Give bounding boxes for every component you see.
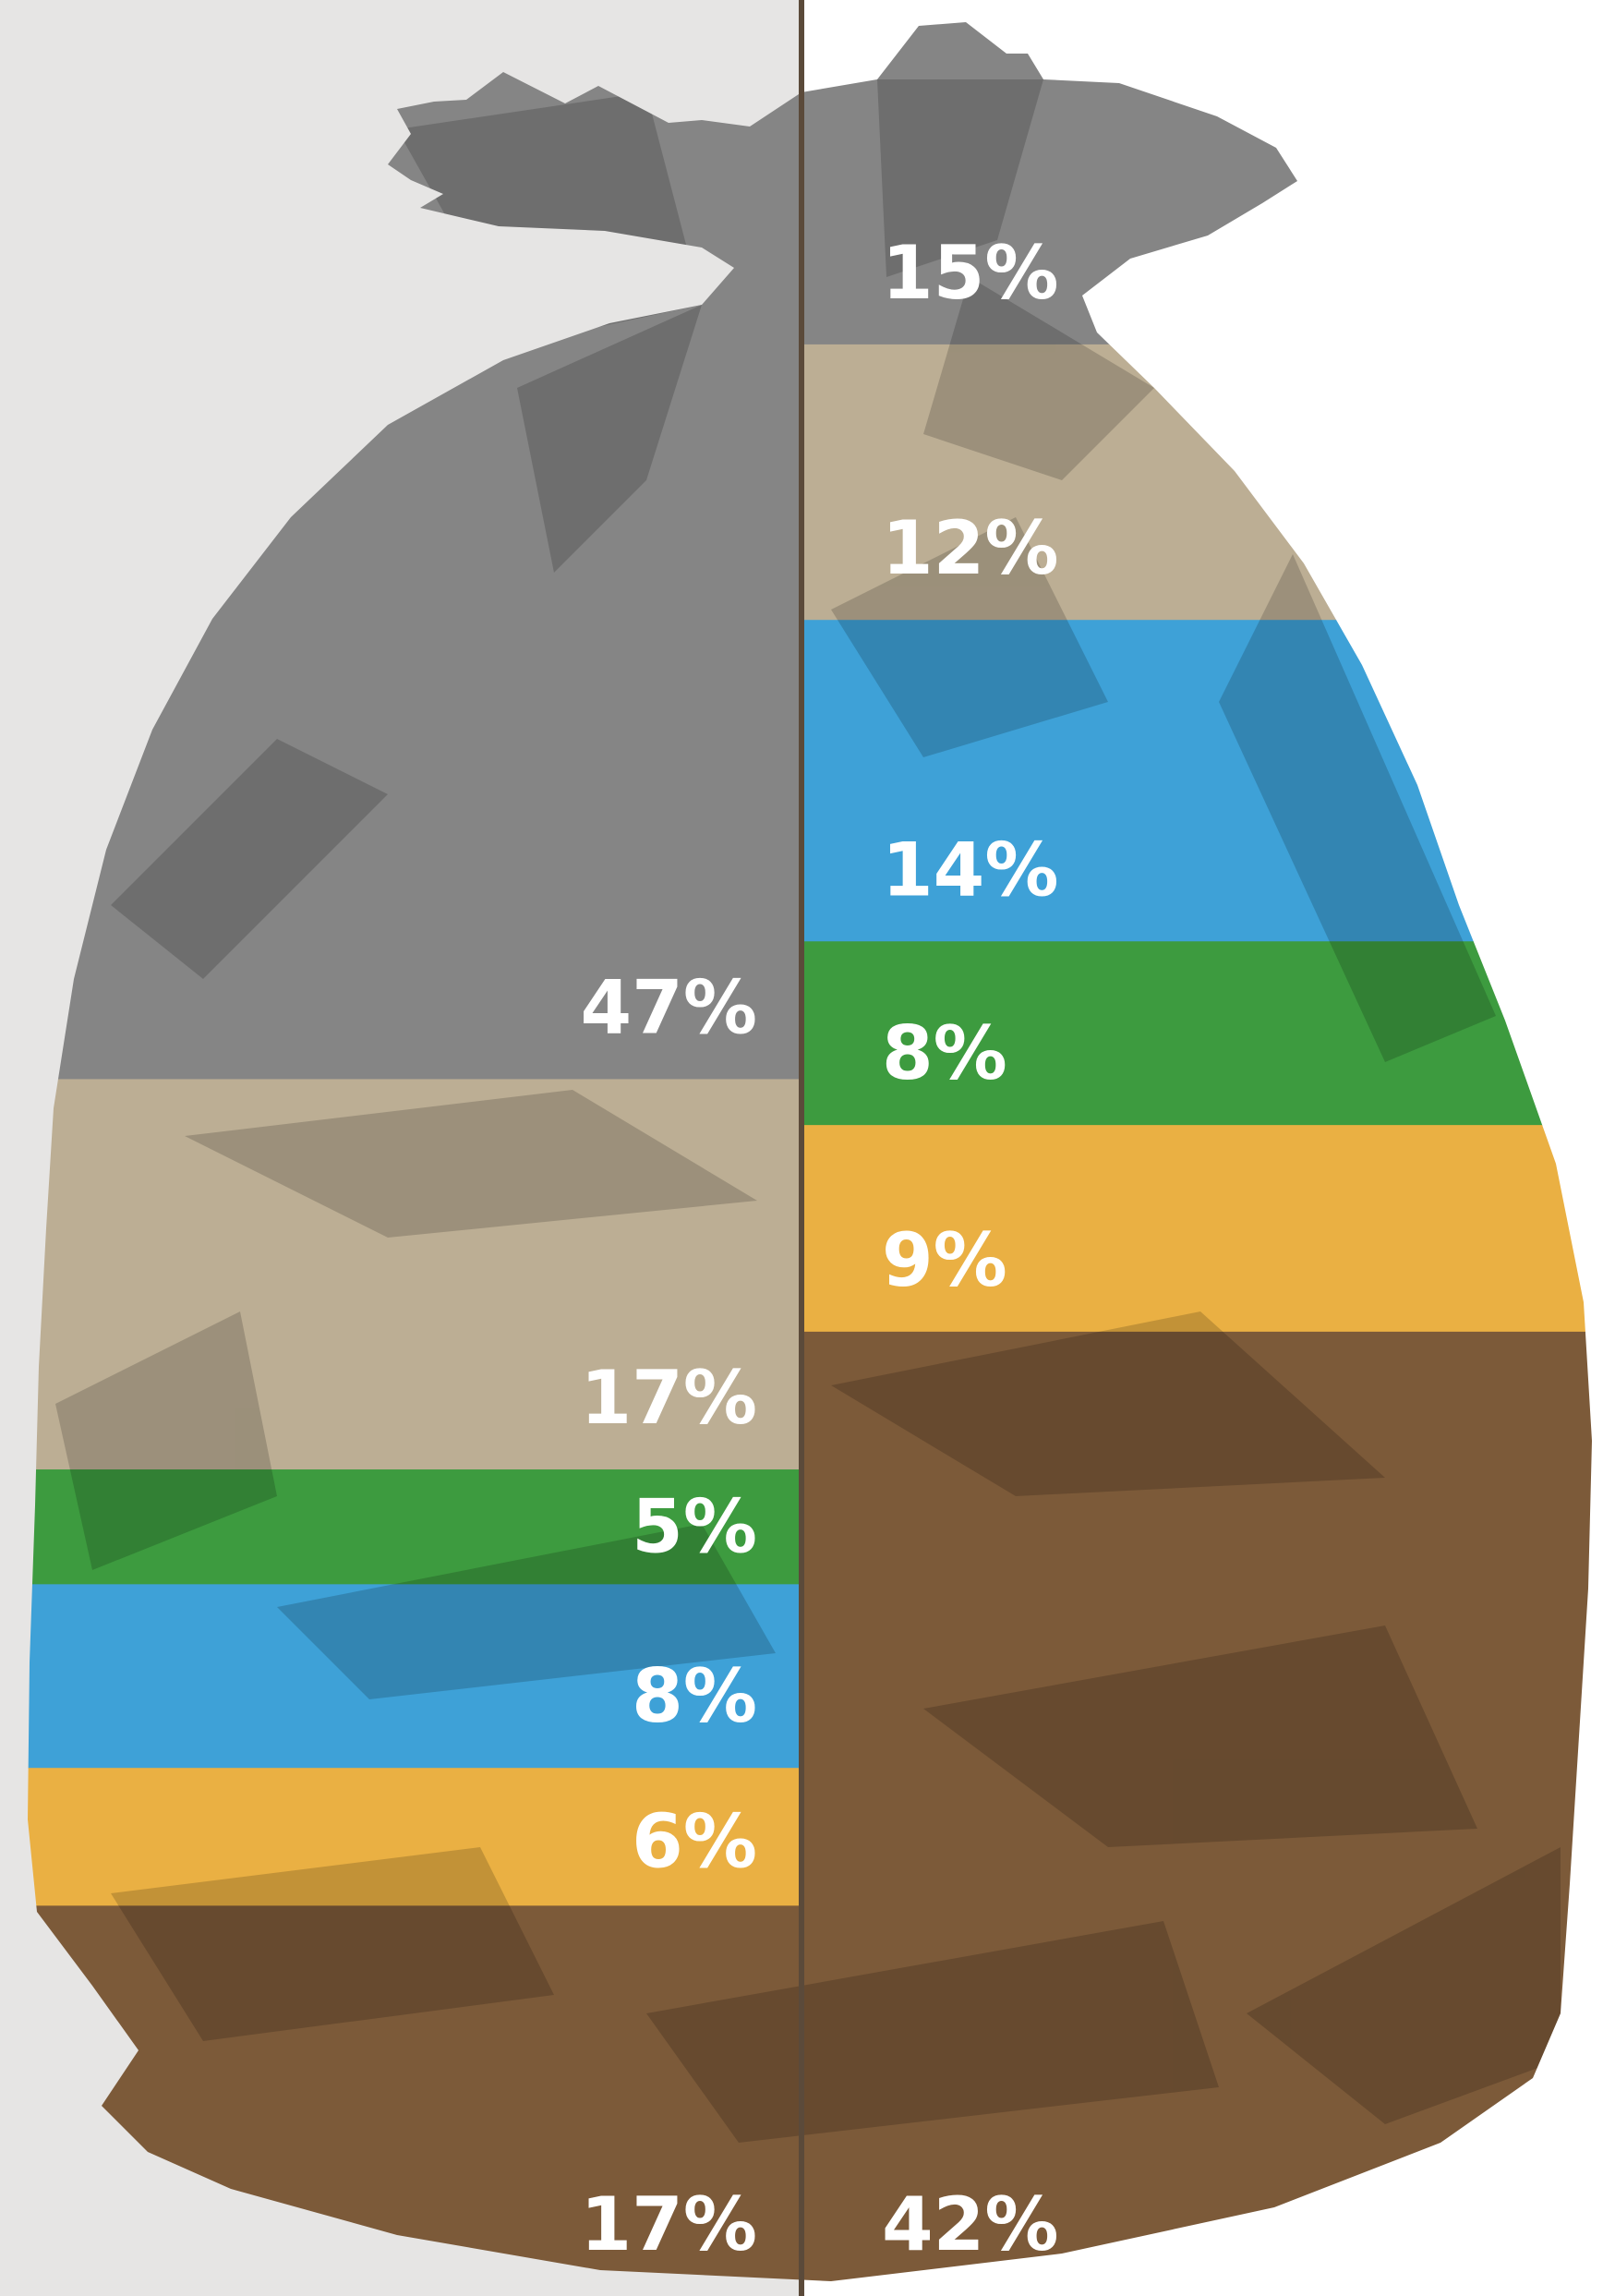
right-label-blue: 14% [882,827,1058,912]
right-label-green: 8% [882,1010,1007,1096]
left-label-grey: 47% [581,964,757,1050]
wrinkle-shadow [877,79,1043,277]
wrinkle-shadow [185,1090,757,1238]
right-label-tan: 12% [882,505,1058,591]
left-label-blue: 8% [632,1653,757,1739]
wrinkle-shadow [1247,1847,1561,2124]
left-segment-yellow [28,1768,802,1906]
value-labels: 47% 17% 5% 8% 6% 17% 15% 12% 14% 8% 9% 42% [581,230,1059,2267]
left-label-green: 5% [632,1484,757,1570]
right-segment-yellow [802,1125,1592,1333]
right-label-yellow: 9% [882,1217,1007,1303]
wrinkle-shadow [55,1311,277,1570]
left-segment-green [28,1469,802,1585]
left-segment-blue [28,1584,802,1769]
right-label-grey: 15% [882,230,1058,316]
wrinkle-shadow [277,1524,776,1699]
right-segment-brown [802,1331,1592,2281]
wrinkle-shadow [923,277,1154,480]
wrinkle-shadow [831,1311,1385,1496]
wrinkle-shadow [111,739,388,979]
wrinkle-shadow [831,517,1108,757]
wrinkle-shadow [646,1921,1219,2143]
bag-wrinkles [55,79,1561,2143]
left-label-yellow: 6% [632,1799,757,1885]
wrinkle-shadow [1219,554,1496,1062]
wrinkle-shadow [923,1625,1477,1847]
left-label-tan: 17% [581,1355,757,1441]
left-segment-tan [28,1079,802,1470]
left-label-brown: 17% [581,2181,757,2267]
right-segment-green [802,941,1592,1126]
right-label-brown: 42% [882,2181,1058,2267]
wrinkle-shadow [111,1847,554,2041]
wrinkle-shadow [517,305,702,573]
